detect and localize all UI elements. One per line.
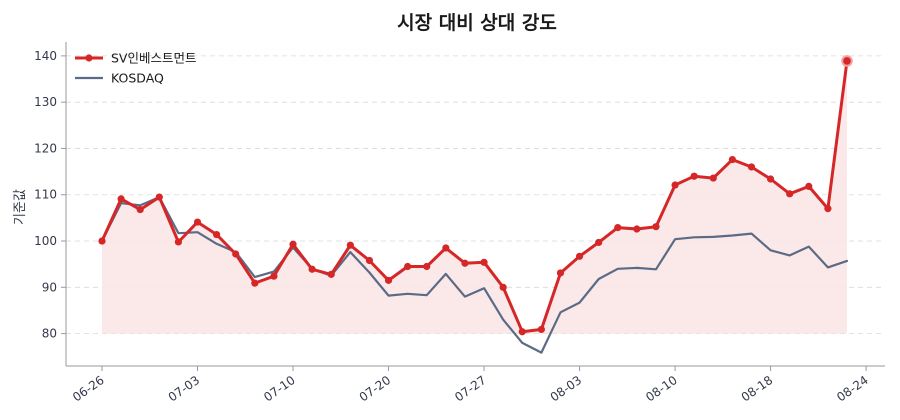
series-0-point [442,244,450,252]
series-0-point [232,250,240,258]
series-0-point [251,279,259,287]
series-0-point [289,240,297,248]
x-tick-label: 08-03 [548,373,585,404]
series-0-point [537,325,545,334]
y-tick-label: 80 [42,327,57,341]
series-1-line [100,196,849,354]
y-tick-label: 140 [34,49,57,63]
x-tick-label: 07-20 [357,373,394,404]
legend-label-1: KOSDAQ [111,71,164,86]
series-0-point [365,256,374,265]
x-tick-label: 07-03 [166,373,203,404]
series-0-point [766,175,775,183]
series-0-point [404,262,412,271]
series-0-point [98,237,106,245]
x-tick-label: 07-27 [452,373,489,404]
series-0-point [193,218,202,226]
series-0-point [480,258,488,266]
series-0-point [652,223,660,231]
series-0-point [518,328,526,336]
series-0-point [671,181,679,189]
series-0-point [346,241,354,249]
series-0-point [499,283,507,291]
chart-title: 시장 대비 상대 강도 [397,12,557,34]
legend-marker-0 [85,54,93,62]
y-tick-label: 120 [34,141,57,155]
series-0-point [824,205,832,213]
series-0-point [633,225,641,233]
series-0-point [786,190,794,198]
series-0-point [805,182,813,191]
x-tick-label: 08-24 [834,373,871,404]
series-layer [98,55,853,354]
series-0-point [213,230,221,239]
series-0-point [308,265,316,273]
series-0-point [384,276,393,284]
series-0-point [575,252,584,260]
series-0-point [556,269,565,277]
series-0-point [136,205,144,214]
series-0-point [174,238,183,246]
series-0-point [728,155,736,164]
series-0-point [841,55,853,67]
legend-label-0: SV인베스트먼트 [111,51,197,66]
series-0-point [327,270,335,278]
series-0-point [461,259,469,267]
x-tick-label: 08-18 [739,373,776,404]
area-fill-layer [102,60,847,334]
series-0-point [117,195,125,203]
y-tick-label: 90 [42,280,57,294]
x-tick-label: 07-10 [261,373,298,404]
legend: SV인베스트먼트 KOSDAQ [75,51,197,86]
series-0-point [270,272,278,280]
series-0-area-fill [102,60,847,334]
y-tick-label: 130 [34,95,57,109]
y-tick-label: 100 [34,234,57,248]
series-0-point [690,172,698,180]
series-0-point [747,163,756,171]
series-0-point [423,262,431,271]
x-tick-label: 06-26 [70,373,107,404]
series-0-point [595,238,603,247]
series-0-line [100,59,849,334]
y-tick-label: 110 [34,188,57,202]
series-0-point [614,224,622,232]
x-tick-label: 08-10 [643,373,680,404]
y-axis-label: 기준값 [13,189,28,225]
series-0-point [155,193,163,201]
series-0-point [709,174,717,182]
